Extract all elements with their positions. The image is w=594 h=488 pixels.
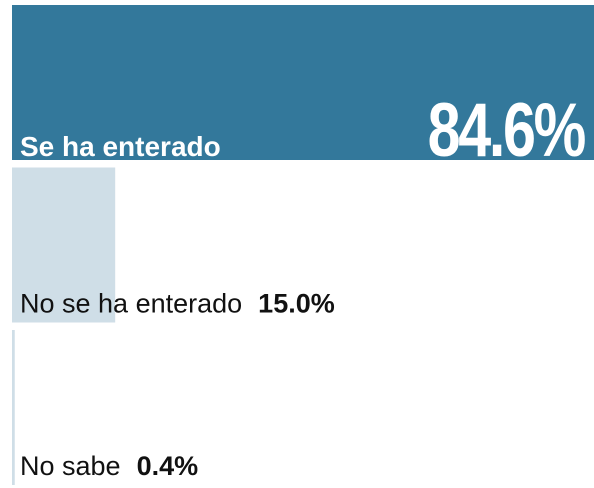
bar	[12, 330, 15, 485]
category-label: Se ha enterado	[20, 131, 221, 162]
bar	[12, 5, 594, 160]
bar	[12, 167, 116, 323]
category-label: No se ha enterado	[20, 289, 242, 319]
category-label: No sabe	[20, 451, 121, 481]
value-label: 0.4%	[137, 451, 199, 481]
value-label: 84.6%	[428, 88, 585, 173]
value-label: 15.0%	[258, 289, 335, 319]
